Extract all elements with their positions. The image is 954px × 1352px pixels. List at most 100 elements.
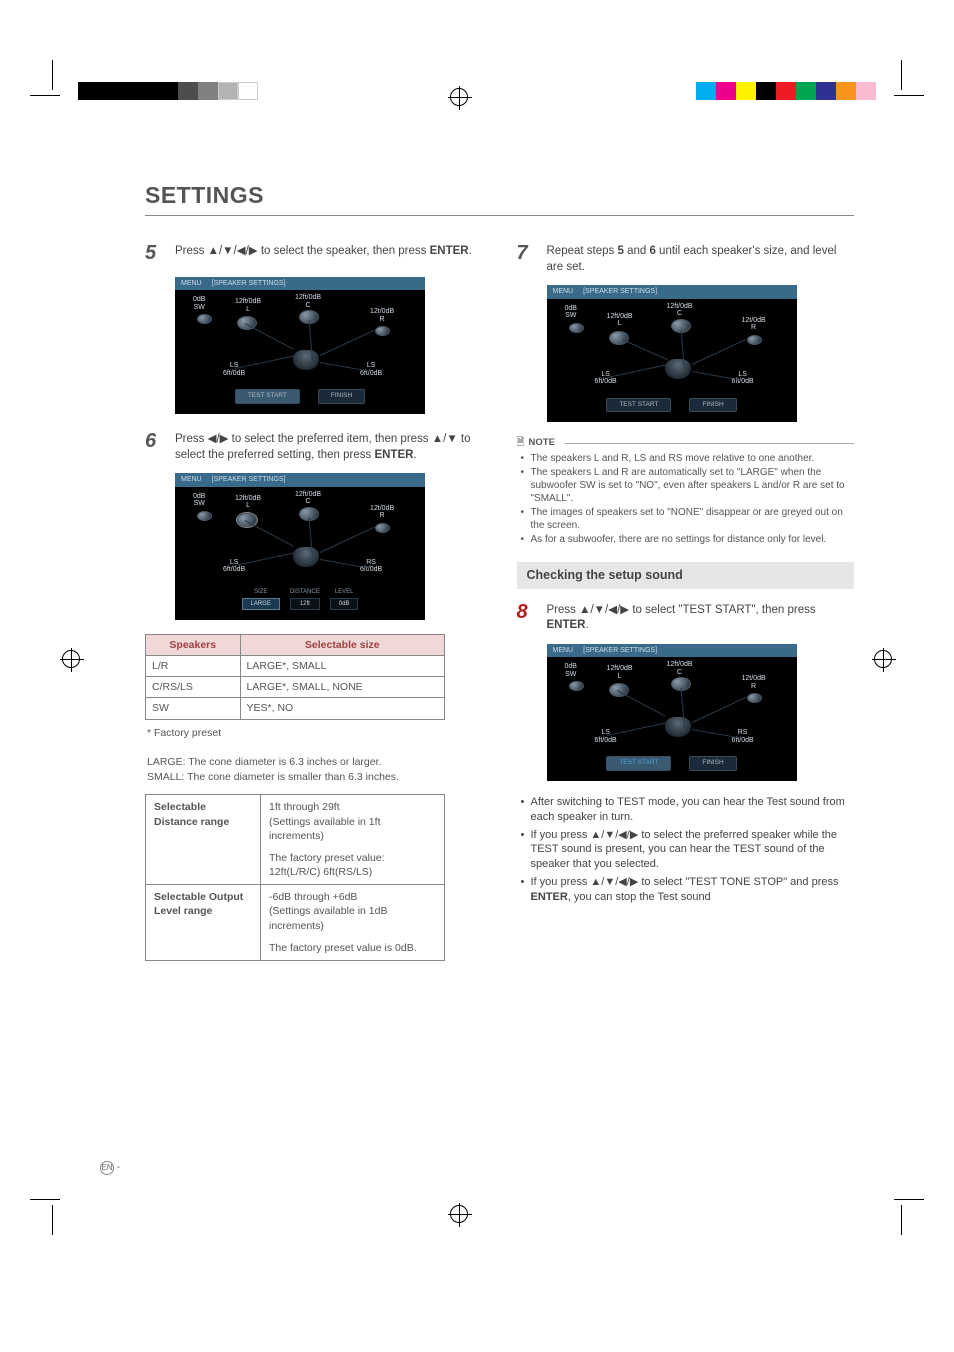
- menu-label: MENU: [553, 646, 574, 655]
- arrow-icons: ◀/▶: [208, 433, 229, 445]
- crop-mark: [30, 1199, 60, 1200]
- text: to select the preferred item, then press: [228, 433, 431, 445]
- speaker-icon: [197, 314, 212, 324]
- table-row: C/RS/LSLARGE*, SMALL, NONE: [146, 677, 445, 698]
- menu-label: MENU: [181, 475, 202, 484]
- text: and: [624, 245, 650, 257]
- note-item: The speakers L and R, LS and RS move rel…: [521, 452, 855, 465]
- speaker-l-label: 12ft/0dBL: [607, 665, 633, 680]
- arrow-icons: ▲/▼/◀/▶: [590, 829, 638, 841]
- listener-icon: [665, 717, 691, 737]
- list-item: If you press ▲/▼/◀/▶ to select the prefe…: [521, 828, 855, 873]
- registration-bottom: [0, 1205, 954, 1265]
- speakers-table: Speakers Selectable size L/RLARGE*, SMAL…: [145, 634, 445, 720]
- diagram-sliders: SIZELARGE DISTANCE12ft LEVEL0dB: [175, 588, 425, 610]
- speaker-ls-label: LS6ft/0dB: [595, 371, 617, 386]
- distance-slider: DISTANCE12ft: [290, 588, 320, 610]
- speaker-icon: [609, 331, 629, 345]
- table-row: Selectable Distance range 1ft through 29…: [146, 795, 445, 885]
- crop-mark: [901, 1205, 902, 1235]
- speaker-ls-label: LS6ft/0dB: [223, 362, 245, 377]
- bullet-list: After switching to TEST mode, you can he…: [517, 795, 855, 905]
- speaker-diagram: MENU [SPEAKER SETTINGS] 0dBSW 12ft/0dBL …: [175, 473, 425, 620]
- speaker-r-label: 12t/0dBR: [742, 317, 766, 332]
- speaker-r-label: 12t/0dBR: [370, 505, 394, 520]
- diagram-header: MENU [SPEAKER SETTINGS]: [175, 277, 425, 290]
- registration-top: [0, 0, 954, 95]
- speaker-l-label: 12ft/0dBL: [235, 495, 261, 510]
- diagram-header: MENU [SPEAKER SETTINGS]: [547, 285, 797, 298]
- speaker-ls-label: LS6ft/0dB: [223, 559, 245, 574]
- finish-button: FINISH: [689, 398, 736, 413]
- list-item: After switching to TEST mode, you can he…: [521, 795, 855, 825]
- list-item: If you press ▲/▼/◀/▶ to select "TEST TON…: [521, 875, 855, 905]
- step-text: Press ▲/▼/◀/▶ to select "TEST START", th…: [547, 599, 855, 634]
- param-value: 1ft through 29ft (Settings available in …: [261, 795, 445, 885]
- speaker-diagram: MENU [SPEAKER SETTINGS] 0dBSW 12ft/0dBL …: [175, 277, 425, 414]
- preset-note: * Factory preset LARGE: The cone diamete…: [147, 726, 483, 785]
- text: Repeat steps: [547, 245, 618, 257]
- diagram-header: MENU [SPEAKER SETTINGS]: [175, 473, 425, 486]
- text: -: [117, 1162, 120, 1173]
- crop-mark: [901, 60, 902, 90]
- speaker-icon: [569, 323, 584, 333]
- enter-label: ENTER: [531, 891, 568, 903]
- listener-icon: [293, 350, 319, 370]
- note-item: The images of speakers set to "NONE" dis…: [521, 506, 855, 532]
- speaker-c-label: 12ft/0dBC: [667, 661, 693, 676]
- note-icon: 🗎: [517, 436, 525, 450]
- test-start-button: TEST START: [235, 389, 300, 404]
- speaker-sw-label: 0dBSW: [565, 663, 577, 678]
- parameters-table: Selectable Distance range 1ft through 29…: [145, 794, 445, 961]
- speaker-c-label: 12ft/0dBC: [667, 303, 693, 318]
- step-number: 7: [517, 240, 547, 275]
- speaker-icon: [375, 326, 390, 336]
- table-row: Selectable Output Level range -6dB throu…: [146, 885, 445, 961]
- menu-label: MENU: [181, 279, 202, 288]
- step-6: 6 Press ◀/▶ to select the preferred item…: [145, 428, 483, 463]
- title-underline: [145, 215, 854, 216]
- registration-mark-icon: [874, 650, 892, 668]
- enter-label: ENTER: [430, 245, 469, 257]
- speaker-c-label: 12ft/0dBC: [295, 491, 321, 506]
- step-7: 7 Repeat steps 5 and 6 until each speake…: [517, 240, 855, 275]
- table-header: Speakers: [146, 634, 241, 655]
- page-content: SETTINGS 5 Press ▲/▼/◀/▶ to select the s…: [0, 95, 954, 1205]
- text: Press: [547, 604, 580, 616]
- speaker-diagram: MENU [SPEAKER SETTINGS] 0dBSW 12ft/0dBL …: [547, 285, 797, 422]
- step-text: Press ◀/▶ to select the preferred item, …: [175, 428, 483, 463]
- speaker-icon: [747, 335, 762, 345]
- test-start-button: TEST START: [606, 756, 671, 771]
- note-item: As for a subwoofer, there are no setting…: [521, 533, 855, 546]
- level-slider: LEVEL0dB: [330, 588, 359, 610]
- text: .: [585, 619, 588, 631]
- page-title: SETTINGS: [145, 180, 854, 211]
- arrow-icons: ▲/▼: [432, 433, 458, 445]
- diagram-title: [SPEAKER SETTINGS]: [583, 287, 657, 296]
- text: to select the speaker, then press: [258, 245, 430, 257]
- param-label: Selectable Output Level range: [146, 885, 261, 961]
- step-5: 5 Press ▲/▼/◀/▶ to select the speaker, t…: [145, 240, 483, 267]
- param-value: -6dB through +6dB (Settings available in…: [261, 885, 445, 961]
- text: .: [413, 449, 416, 461]
- arrow-icons: ▲/▼/◀/▶: [590, 876, 638, 888]
- speaker-l-label: 12ft/0dBL: [607, 313, 633, 328]
- enter-label: ENTER: [374, 449, 413, 461]
- crop-mark: [52, 60, 53, 90]
- step-number: 8: [517, 599, 547, 634]
- speaker-sw-label: 0dBSW: [565, 305, 577, 320]
- text: Press: [175, 245, 208, 257]
- speaker-sw-label: 0dBSW: [193, 296, 205, 311]
- speaker-icon: [747, 693, 762, 703]
- finish-button: FINISH: [689, 756, 736, 771]
- diagram-title: [SPEAKER SETTINGS]: [212, 279, 286, 288]
- divider: [565, 443, 854, 444]
- speaker-l-label: 12ft/0dBL: [235, 298, 261, 313]
- step-8: 8 Press ▲/▼/◀/▶ to select "TEST START", …: [517, 599, 855, 634]
- diagram-header: MENU [SPEAKER SETTINGS]: [547, 644, 797, 657]
- finish-button: FINISH: [318, 389, 365, 404]
- arrow-icons: ▲/▼/◀/▶: [579, 604, 629, 616]
- speaker-diagram: MENU [SPEAKER SETTINGS] 0dBSW 12ft/0dBL …: [547, 644, 797, 781]
- note-item: The speakers L and R are automatically s…: [521, 466, 855, 505]
- enter-label: ENTER: [547, 619, 586, 631]
